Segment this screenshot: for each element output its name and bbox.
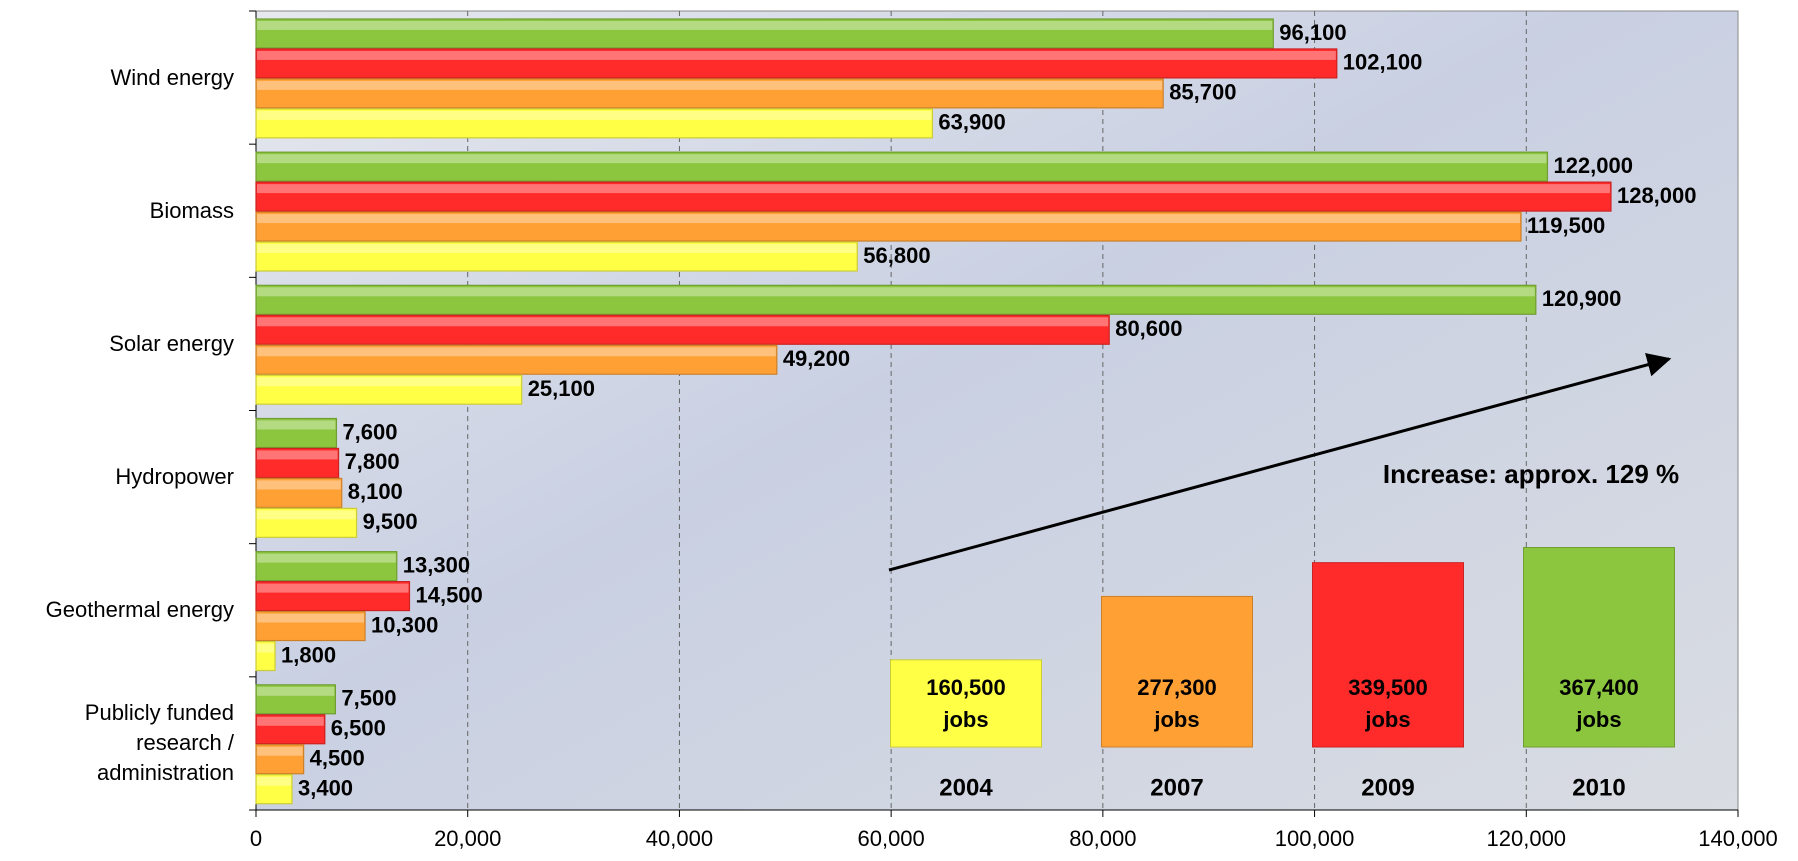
legend-year: 2010: [1572, 774, 1625, 801]
value-label: 49,200: [783, 346, 850, 371]
bar-highlight: [257, 81, 1162, 90]
x-tick-label: 60,000: [857, 826, 924, 851]
total-label: 339,500 jobs: [1328, 672, 1448, 736]
bar-highlight: [257, 377, 521, 386]
value-label: 8,100: [348, 479, 403, 504]
category-label: Wind energy: [4, 63, 234, 93]
bar-highlight: [257, 51, 1336, 60]
bar-highlight: [257, 584, 408, 593]
value-label: 122,000: [1553, 153, 1633, 178]
legend-year: 2007: [1150, 774, 1203, 801]
value-label: 56,800: [863, 243, 930, 268]
value-label: 128,000: [1617, 183, 1697, 208]
x-tick-label: 20,000: [434, 826, 501, 851]
value-label: 63,900: [938, 110, 1005, 135]
category-label: Biomass: [4, 196, 234, 226]
value-label: 7,500: [341, 686, 396, 711]
total-label: 277,300 jobs: [1117, 672, 1237, 736]
bar-highlight: [257, 717, 324, 726]
value-label: 119,500: [1527, 213, 1605, 238]
value-label: 6,500: [331, 716, 386, 741]
value-label: 120,900: [1542, 286, 1622, 311]
value-label: 9,500: [363, 509, 418, 534]
value-label: 3,400: [298, 776, 353, 801]
value-label: 10,300: [371, 612, 438, 637]
category-label: Hydropower: [4, 462, 234, 492]
total-label: 160,500 jobs: [906, 672, 1026, 736]
x-tick-label: 80,000: [1069, 826, 1136, 851]
bar-highlight: [257, 420, 335, 429]
bar-highlight: [257, 480, 341, 489]
bar-highlight: [257, 154, 1546, 163]
bar-highlight: [257, 687, 334, 696]
value-label: 25,100: [528, 376, 595, 401]
annotation: Increase: approx. 129 %: [1383, 459, 1679, 489]
category-label: Publicly funded research / administratio…: [4, 698, 234, 788]
bar-highlight: [257, 287, 1535, 296]
bar-highlight: [257, 747, 303, 756]
bar-highlight: [257, 644, 274, 653]
bar-highlight: [257, 510, 356, 519]
legend-year: 2004: [939, 774, 993, 801]
x-tick-label: 40,000: [646, 826, 713, 851]
bar-highlight: [257, 21, 1272, 30]
bar-highlight: [257, 184, 1610, 193]
x-tick-label: 100,000: [1275, 826, 1355, 851]
x-tick-label: 0: [250, 826, 262, 851]
bar-highlight: [257, 244, 856, 253]
x-tick-label: 140,000: [1698, 826, 1778, 851]
value-label: 102,100: [1343, 50, 1423, 75]
value-label: 4,500: [310, 746, 365, 771]
legend-year: 2009: [1361, 774, 1414, 801]
value-label: 1,800: [281, 642, 336, 667]
bar-highlight: [257, 614, 364, 623]
value-label: 7,600: [342, 419, 397, 444]
bar-highlight: [257, 111, 931, 120]
bar-highlight: [257, 554, 396, 563]
chart-svg: 0 20,000 40,000 60,000 80,000 100,000 120,000 1…: [0, 0, 1798, 861]
value-label: 7,800: [345, 449, 400, 474]
value-label: 13,300: [403, 552, 470, 577]
category-label: Geothermal energy: [4, 595, 234, 625]
category-label: Solar energy: [4, 329, 234, 359]
value-label: 96,100: [1279, 20, 1346, 45]
bar-highlight: [257, 317, 1108, 326]
bar-highlight: [257, 214, 1520, 223]
x-tick-label: 120,000: [1487, 826, 1567, 851]
chart: 0 20,000 40,000 60,000 80,000 100,000 120,000 1…: [0, 0, 1798, 861]
value-label: 14,500: [415, 582, 482, 607]
bar-highlight: [257, 777, 291, 786]
total-label: 367,400 jobs: [1539, 672, 1659, 736]
value-label: 85,700: [1169, 80, 1236, 105]
value-label: 80,600: [1115, 316, 1182, 341]
bar-highlight: [257, 450, 338, 459]
bar-highlight: [257, 347, 776, 356]
